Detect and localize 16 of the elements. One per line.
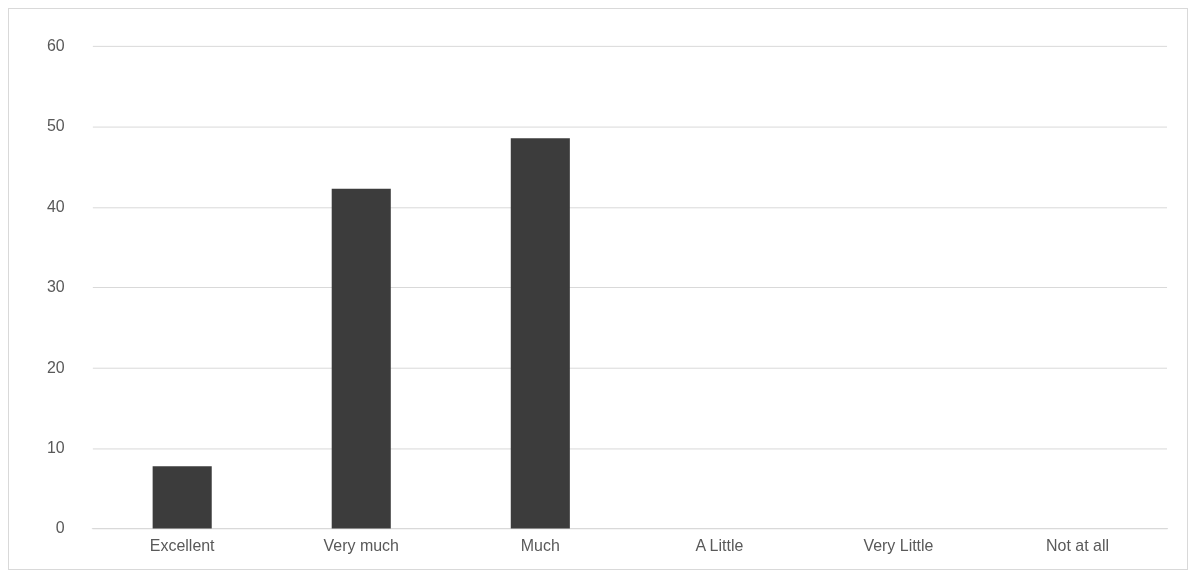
- bar: [152, 466, 212, 529]
- y-tick-label: 10: [46, 438, 65, 456]
- x-tick-label: A Little: [695, 536, 744, 554]
- x-tick-label: Very Little: [863, 536, 934, 554]
- y-tick-label: 60: [46, 36, 65, 54]
- y-tick-label: 30: [46, 278, 65, 296]
- y-tick-label: 20: [46, 358, 65, 376]
- x-tick-label: Very much: [323, 536, 399, 554]
- y-tick-label: 50: [46, 117, 65, 135]
- x-tick-label: Not at all: [1046, 536, 1109, 554]
- y-tick-label: 40: [46, 197, 65, 215]
- y-tick-label: 0: [55, 519, 65, 537]
- x-tick-label: Excellent: [149, 536, 216, 554]
- bar: [331, 188, 391, 529]
- bar: [510, 138, 570, 529]
- x-tick-label: Much: [520, 536, 560, 554]
